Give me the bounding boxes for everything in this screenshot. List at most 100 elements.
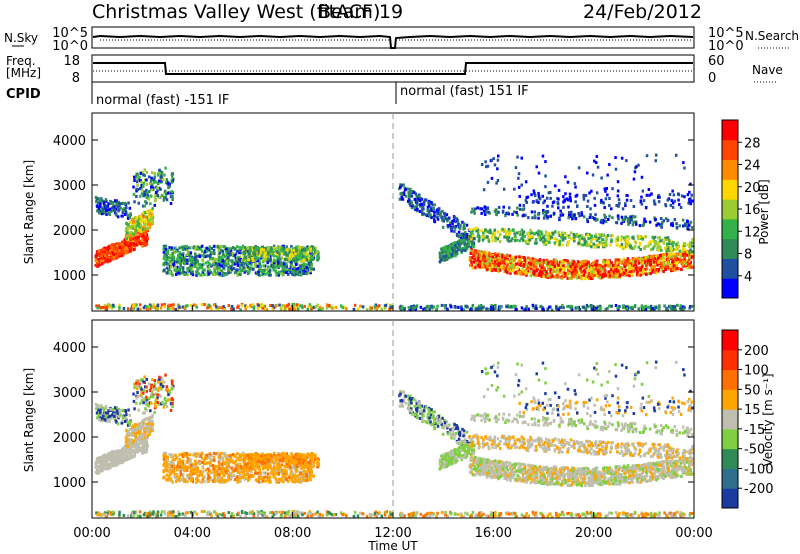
power-cell xyxy=(198,265,202,269)
power-cell xyxy=(163,256,166,260)
power-cell xyxy=(568,261,572,265)
power-cell xyxy=(304,255,307,259)
noise-sky-line xyxy=(92,34,694,49)
power-cell xyxy=(182,257,185,261)
power-cell xyxy=(660,268,663,272)
power-cell xyxy=(217,255,221,259)
power-cell xyxy=(95,204,99,208)
power-cell xyxy=(567,205,570,209)
power-cell xyxy=(610,207,613,211)
power-cell xyxy=(143,174,146,177)
power-cell xyxy=(265,268,269,272)
power-cell xyxy=(581,236,584,240)
power-cell xyxy=(446,225,450,229)
power-cell xyxy=(145,178,148,182)
power-cell xyxy=(175,249,178,253)
power-cell xyxy=(244,266,248,269)
power-cell xyxy=(132,217,136,221)
power-cell xyxy=(107,255,110,259)
power-cell xyxy=(680,258,684,262)
power-cell xyxy=(143,190,146,194)
power-cell xyxy=(325,303,329,307)
power-cell xyxy=(132,234,135,238)
power-cell xyxy=(195,254,199,258)
power-cell xyxy=(221,249,225,253)
power-cell xyxy=(573,239,576,243)
power-cell xyxy=(262,248,265,252)
power-cell xyxy=(287,272,290,276)
power-cell xyxy=(299,250,302,254)
power-cell xyxy=(683,258,686,262)
power-cell xyxy=(583,265,586,269)
power-cell xyxy=(477,306,480,310)
power-cell xyxy=(594,234,598,238)
power-cell xyxy=(530,210,534,214)
power-cell xyxy=(472,252,476,256)
power-cell xyxy=(291,303,294,306)
power-cell xyxy=(167,271,170,275)
power-cell xyxy=(407,306,411,309)
power-cell xyxy=(641,271,644,274)
power-cell xyxy=(689,265,692,269)
power-cell xyxy=(583,215,586,219)
power-cell xyxy=(112,243,115,247)
power-cell xyxy=(657,268,660,272)
power-cell xyxy=(277,273,280,277)
power-cell xyxy=(171,194,174,198)
power-cell xyxy=(445,217,448,221)
power-cell xyxy=(169,253,172,257)
power-cell xyxy=(183,262,187,266)
power-cell xyxy=(112,253,116,257)
power-cell xyxy=(439,255,442,259)
power-cell xyxy=(145,188,148,192)
power-cell xyxy=(614,304,618,307)
power-cell xyxy=(662,258,665,262)
power-cell xyxy=(621,245,625,249)
power-cell xyxy=(458,224,462,228)
power-cell xyxy=(102,260,106,264)
power-cell xyxy=(459,236,463,240)
power-cell xyxy=(153,195,157,199)
power-cell xyxy=(586,205,589,208)
power-cell xyxy=(268,269,271,273)
power-cell xyxy=(673,199,676,203)
power-cell xyxy=(578,214,581,218)
power-cell xyxy=(691,244,694,248)
power-cell xyxy=(284,308,287,311)
power-cell xyxy=(161,177,165,181)
power-cell xyxy=(189,266,192,270)
power-cell xyxy=(166,191,170,195)
power-cell xyxy=(562,200,565,204)
power-cell xyxy=(244,261,247,265)
power-cell xyxy=(561,303,564,307)
power-cell xyxy=(269,257,272,261)
power-cell xyxy=(608,304,611,308)
power-cell xyxy=(670,240,673,244)
power-cell xyxy=(655,223,658,227)
power-cell xyxy=(623,238,627,242)
power-cell xyxy=(522,256,526,259)
power-cell xyxy=(456,220,460,224)
power-cell xyxy=(145,305,148,309)
power-cell xyxy=(202,269,205,273)
power-cell xyxy=(160,179,163,183)
power-cell xyxy=(113,250,117,253)
power-cell xyxy=(669,248,673,252)
power-cell xyxy=(265,308,269,312)
power-cell xyxy=(565,234,569,238)
power-cell xyxy=(656,263,659,267)
power-cell xyxy=(610,238,613,242)
power-cell xyxy=(192,303,196,307)
power-cell xyxy=(596,236,599,240)
power-cell xyxy=(595,259,599,263)
power-cell xyxy=(618,244,622,248)
power-cell xyxy=(407,193,411,197)
power-cell xyxy=(646,305,649,309)
power-cell xyxy=(594,218,598,222)
power-cell xyxy=(151,305,154,309)
power-cell xyxy=(483,236,486,240)
power-cell xyxy=(590,245,593,249)
power-cell xyxy=(194,245,198,249)
power-cell xyxy=(263,254,266,258)
power-cell xyxy=(499,232,502,236)
